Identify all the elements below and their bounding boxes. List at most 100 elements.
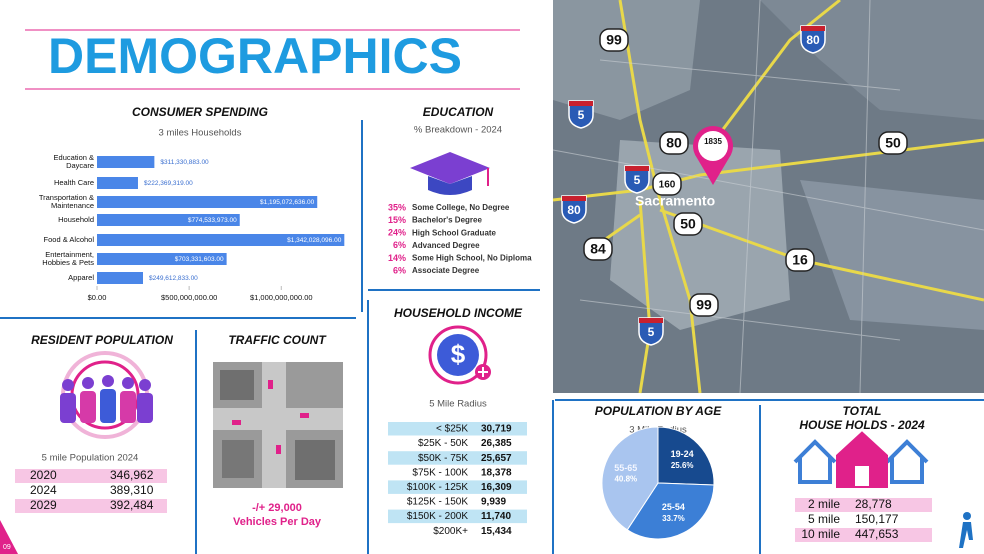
interstate-shield: [561, 195, 587, 224]
bar: [97, 156, 155, 168]
state-shield: [599, 28, 629, 52]
section-title: HOUSE HOLDS - 2024: [799, 418, 925, 432]
population-count: 346,962: [110, 468, 154, 482]
interstate-band: [569, 101, 593, 106]
traffic-image: [213, 362, 343, 488]
income-count: 16,309: [481, 482, 512, 493]
households-count: 28,778: [855, 497, 892, 511]
value-label: $311,330,883.00: [160, 159, 209, 166]
income-count: 30,719: [481, 424, 512, 435]
traffic-count: -/+ 29,000: [252, 502, 302, 514]
households-radius: 5 mile: [808, 512, 840, 526]
houses-icon: [793, 431, 929, 488]
bar: [97, 177, 138, 189]
shield-label: 99: [696, 297, 712, 313]
income-bracket: $25K - 50K: [418, 438, 468, 449]
households-radius: 10 mile: [801, 527, 840, 541]
section-subtitle: 5 mile Population 2024: [42, 453, 139, 464]
education-percent: 35%: [388, 202, 406, 212]
shield-label: 5: [648, 325, 655, 339]
bar: [97, 272, 144, 284]
section-subtitle: % Breakdown - 2024: [414, 125, 502, 136]
interstate-shield: [624, 165, 650, 194]
education-label: Bachelor's Degree: [412, 216, 482, 225]
shield-label: 50: [680, 216, 696, 232]
income-icon: $: [428, 325, 491, 385]
slice-category: 19-24: [671, 449, 694, 459]
education-label: Some High School, No Diploma: [412, 254, 532, 263]
population-count: 392,484: [110, 498, 154, 512]
shield-label: 99: [606, 32, 622, 48]
shield-label: 16: [792, 252, 808, 268]
education-label: High School Graduate: [412, 228, 497, 237]
shield-label: 5: [578, 108, 585, 122]
slice-value: 33.7%: [662, 514, 685, 523]
table-row-bg: [15, 499, 167, 513]
state-shield: [583, 237, 613, 261]
income-bracket: $100K - 125K: [407, 482, 468, 493]
section-subtitle: 5 Mile Radius: [429, 399, 487, 410]
slice-category: 55-65: [614, 463, 637, 473]
chart-title: POPULATION BY AGE: [595, 404, 722, 418]
interstate-shield: [568, 100, 594, 129]
income-count: 25,657: [481, 453, 512, 464]
category-label: Apparel: [68, 273, 94, 282]
income-bracket: < $25K: [436, 424, 468, 435]
income-bracket: $150K - 200K: [407, 511, 468, 522]
map-pin-center: [698, 131, 728, 161]
svg-text:$: $: [451, 339, 466, 369]
category-label: Transportation & Maintenance: [39, 193, 94, 210]
education-percent: 6%: [393, 240, 406, 250]
x-tick-label: $500,000,000.00: [161, 293, 217, 302]
education-label: Advanced Degree: [412, 241, 480, 250]
households-radius: 2 mile: [808, 497, 840, 511]
category-label: Food & Alcohol: [44, 235, 95, 244]
value-label: $222,369,319.00: [144, 180, 193, 187]
section-title: EDUCATION: [423, 105, 494, 119]
category-label: Entertainment, Hobbies & Pets: [42, 250, 94, 267]
shield-label: 5: [634, 173, 641, 187]
value-label: $703,331,603.00: [175, 256, 224, 263]
category-label: Health Care: [54, 178, 94, 187]
x-tick-label: $0.00: [88, 293, 107, 302]
table-row-bg: [15, 469, 167, 483]
section-title: TRAFFIC COUNT: [228, 333, 327, 347]
category-label: Education & Daycare: [54, 153, 94, 170]
state-shield: [673, 212, 703, 236]
section-title: HOUSEHOLD INCOME: [394, 306, 523, 320]
chart-title: CONSUMER SPENDING: [132, 105, 268, 119]
shield-label: 84: [590, 241, 606, 257]
households-count: 447,653: [855, 527, 899, 541]
education-percent: 14%: [388, 253, 406, 263]
value-label: $1,195,072,636.00: [260, 199, 315, 206]
value-label: $1,342,028,096.00: [287, 237, 342, 244]
state-shield: [652, 172, 682, 196]
bar: [97, 196, 318, 208]
bar: [97, 214, 240, 226]
table-row-bg: [388, 509, 527, 524]
table-row-bg: [388, 480, 527, 494]
value-label: $774,533,973.00: [188, 217, 237, 224]
interstate-band: [562, 196, 586, 201]
shield-label: 160: [659, 180, 676, 191]
income-count: 26,385: [481, 438, 512, 449]
page-title: DEMOGRAPHICS: [48, 28, 462, 84]
section-title: TOTAL: [843, 404, 882, 418]
state-shield: [659, 131, 689, 155]
people-icon: [60, 351, 153, 439]
interstate-band: [625, 166, 649, 171]
slice-value: 40.8%: [614, 474, 637, 483]
income-count: 9,939: [481, 497, 506, 508]
population-year: 2029: [30, 498, 57, 512]
state-shield: [878, 131, 908, 155]
table-row-bg: [795, 498, 932, 512]
income-bracket: $75K - 100K: [412, 467, 468, 478]
interstate-shield: [800, 25, 826, 54]
shield-label: 80: [806, 33, 820, 47]
slice-category: 25-54: [662, 502, 685, 512]
education-label: Associate Degree: [412, 266, 480, 275]
income-count: 15,434: [481, 526, 512, 537]
state-shield: [785, 248, 815, 272]
